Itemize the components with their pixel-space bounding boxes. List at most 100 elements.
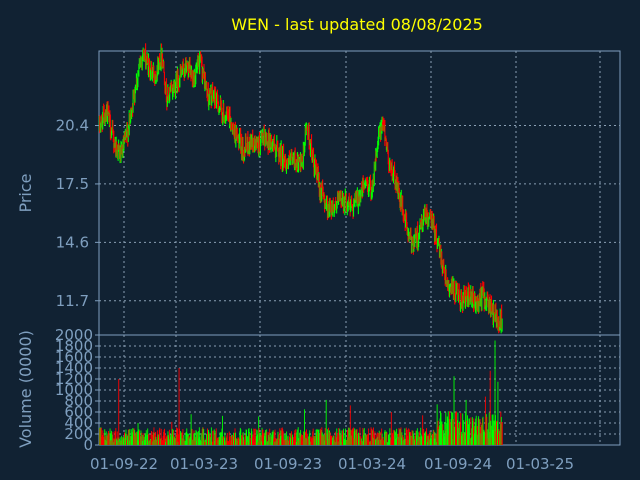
volume-bar [115,438,117,445]
volume-bar [208,429,209,445]
volume-bar [275,441,277,445]
volume-bar [383,440,385,445]
volume-bar [181,432,183,445]
volume-bar [275,438,276,445]
volume-bar [289,436,290,445]
volume-bar [360,438,362,445]
volume-bar [167,431,169,445]
volume-bar [226,435,228,445]
volume-bar [376,433,378,445]
volume-bar [132,428,134,445]
volume-bar [286,431,288,445]
volume-bar [486,432,488,445]
volume-bar [102,430,104,445]
volume-bar [348,427,350,445]
volume-bar [260,432,262,445]
volume-bar [248,428,250,445]
price-tick-label: 11.7 [56,292,89,310]
volume-bar [140,436,141,445]
volume-bar [147,428,149,445]
volume-bar [323,434,325,445]
volume-bar [414,440,415,445]
volume-bar [489,432,491,445]
volume-bar [321,432,323,445]
volume-bar [375,438,377,445]
volume-bar [256,430,258,445]
volume-bar [308,433,310,445]
volume-bar [459,438,461,445]
volume-bar [268,437,270,445]
volume-bar [485,434,487,445]
volume-bar [354,428,356,445]
volume-bar [398,436,399,445]
volume-bar [414,435,416,445]
volume-bar [411,437,413,445]
volume-bar [185,432,187,445]
volume-bar [217,440,219,445]
volume-bar [306,438,308,445]
volume-bar [457,422,459,445]
volume-bar [380,439,382,445]
volume-bar [174,438,176,445]
volume-bar [183,435,185,445]
volume-bar [455,412,456,445]
volume-bar [335,441,337,445]
volume-bar [249,437,251,445]
volume-bar [286,439,288,445]
volume-bar [387,442,389,445]
volume-bar [144,433,146,445]
volume-bar [386,431,387,445]
volume-bar [407,435,409,445]
volume-bar [338,435,340,445]
volume-bar [214,434,216,445]
volume-bar [292,436,294,445]
volume-bar [440,412,442,445]
volume-bar [102,432,104,445]
volume-bar [189,436,191,445]
volume-bar [146,434,148,445]
volume-bar [405,427,407,445]
volume-bar [416,428,418,445]
volume-bar [277,439,279,445]
volume-bar [160,428,162,445]
volume-bar [200,440,202,445]
volume-bar [378,440,380,445]
volume-bar [492,429,494,445]
volume-bar [318,434,320,445]
volume-bar [321,427,323,445]
volume-bar [108,439,110,445]
volume-bar [308,438,310,445]
volume-bar [390,412,392,445]
volume-bar [266,441,268,445]
volume-bar [294,430,296,445]
volume-bar [307,436,309,445]
volume-bar [435,433,437,445]
volume-bar [470,417,472,445]
price-y-axis-label: Price [16,173,35,212]
volume-bar [487,438,489,445]
volume-bar [377,432,379,445]
volume-bar [382,438,384,445]
volume-bar [329,432,331,445]
volume-bar [464,432,466,445]
volume-bar [379,433,381,445]
volume-bar [128,440,130,445]
volume-bar [328,430,330,445]
volume-bar [181,432,182,445]
volume-bar [409,432,411,445]
volume-bar [419,439,421,445]
volume-bar [314,436,316,445]
volume-bar [137,440,139,445]
volume-bar [333,435,335,445]
volume-bar [406,429,408,445]
volume-bar [367,434,369,445]
volume-bar [433,430,435,445]
volume-bar [469,418,470,445]
volume-bar [399,438,400,445]
volume-bar [445,428,447,445]
volume-bar [170,436,172,445]
volume-bar [121,439,123,445]
volume-bar [172,436,174,445]
volume-bar [483,429,485,445]
